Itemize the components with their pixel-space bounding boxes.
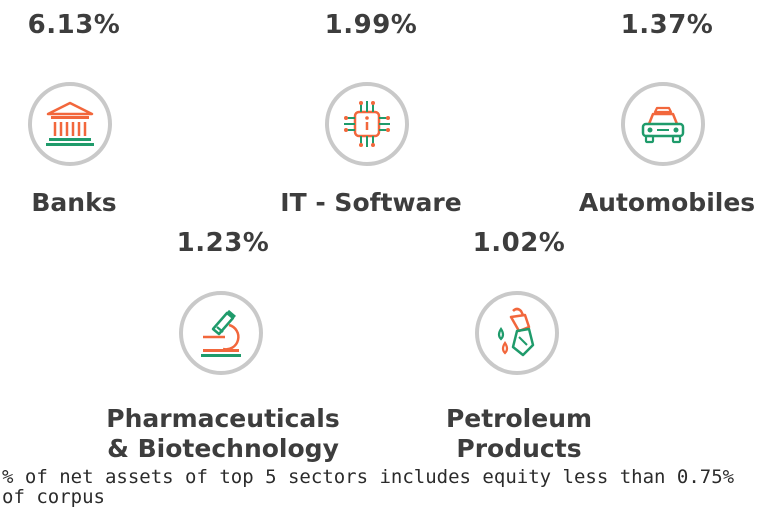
sector-percent: 1.23%: [176, 228, 270, 258]
sector-label-line-1: Pharmaceuticals: [106, 404, 340, 433]
sector-percent: 1.37%: [620, 10, 714, 40]
footnote: % of net assets of top 5 sectors include…: [2, 466, 735, 508]
sector-label: IT - Software: [280, 188, 462, 217]
sector-icon-circle: [475, 291, 559, 375]
sector-percent: 1.02%: [472, 228, 566, 258]
sector-label: Banks: [31, 188, 117, 217]
microscope-icon: [201, 309, 241, 357]
sector-percent: 1.99%: [324, 10, 418, 40]
chip-icon: [344, 101, 390, 147]
sector-label-line-1: Petroleum: [445, 404, 593, 433]
bank-icon: [46, 101, 94, 146]
sector-icon-circle: [179, 291, 263, 375]
sector-icon-circle: [325, 82, 409, 166]
car-icon: [641, 106, 685, 144]
sector-label: Automobiles: [578, 188, 756, 217]
sector-icon-circle: [28, 82, 112, 166]
sector-icon-circle: [621, 82, 705, 166]
sector-label-line-2: & Biotechnology: [107, 434, 339, 463]
sector-label-line-2: Products: [456, 434, 582, 463]
sector-percent: 6.13%: [27, 10, 121, 40]
fuel-nozzle-icon: [497, 307, 535, 357]
